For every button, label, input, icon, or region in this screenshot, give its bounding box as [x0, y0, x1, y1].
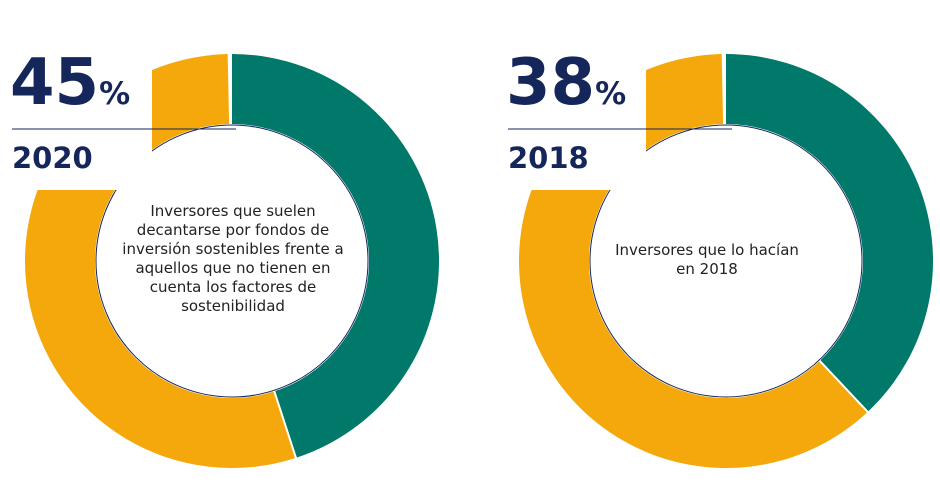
donut-split-line	[817, 358, 870, 415]
donut-caption-2018: Inversores que lo hacían en 2018	[615, 241, 799, 278]
donut-value-2018: 38%	[506, 46, 626, 120]
donut-value-arc	[726, 54, 933, 412]
donut-year-2020: 2020	[12, 141, 93, 175]
donut-year-2018: 2018	[508, 141, 589, 175]
donut-inner-circle	[589, 124, 863, 398]
donut-value-unit: %	[99, 76, 130, 112]
header-backdrop	[494, 40, 646, 190]
donut-value-number: 38	[506, 46, 595, 120]
donut-inner-circle	[95, 124, 369, 398]
donut-value-2020: 45%	[10, 46, 130, 120]
donut-caption-2020: Inversores que suelen decantarse por fon…	[122, 202, 344, 315]
donut-chart-2018: 38% 2018	[494, 40, 933, 468]
header-backdrop	[0, 40, 152, 190]
donut-value-unit: %	[595, 76, 626, 112]
donut-split-line	[272, 389, 298, 461]
donut-value-number: 45	[10, 46, 99, 120]
donut-chart-2020: 45% 2020	[0, 40, 440, 468]
donut-value-arc	[232, 54, 440, 458]
